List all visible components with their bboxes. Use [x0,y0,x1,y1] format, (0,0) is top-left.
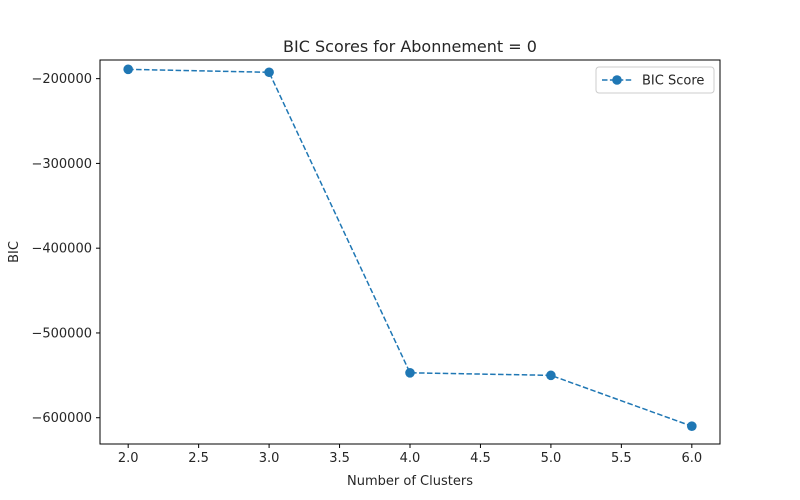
data-point [264,67,274,78]
x-tick-label: 3.0 [259,451,280,466]
x-tick-label: 2.0 [118,451,139,466]
data-point [546,370,556,381]
x-tick-label: 5.5 [611,451,632,466]
legend: BIC Score [595,66,715,94]
chart-title: BIC Scores for Abonnement = 0 [283,37,537,56]
x-axis-title: Number of Clusters [347,474,473,489]
x-tick-label: 2.5 [188,451,209,466]
legend-label: BIC Score [642,74,704,89]
data-point [687,421,697,431]
y-axis: −200000 −300000 −400000 −500000 −600000 [31,72,100,426]
x-tick-label: 6.0 [681,451,702,466]
data-point [405,367,415,378]
x-tick-label: 5.0 [541,451,562,466]
y-tick-label: −600000 [31,411,92,426]
y-tick-label: −500000 [31,326,92,341]
legend-marker [612,75,622,85]
series-line [128,68,693,427]
x-tick-label: 3.5 [329,451,350,466]
x-tick-label: 4.0 [400,451,421,466]
x-tick-label: 4.5 [470,451,491,466]
y-axis-title: BIC [7,241,22,263]
legend-box [595,66,715,94]
y-tick-label: −200000 [31,72,92,87]
data-point [123,64,133,75]
series-layer [123,64,697,431]
y-tick-label: −300000 [31,157,92,172]
x-axis: 2.0 2.5 3.0 3.5 4.0 4.5 5.0 5.5 6.0 [118,444,702,466]
y-tick-label: −400000 [31,242,92,257]
